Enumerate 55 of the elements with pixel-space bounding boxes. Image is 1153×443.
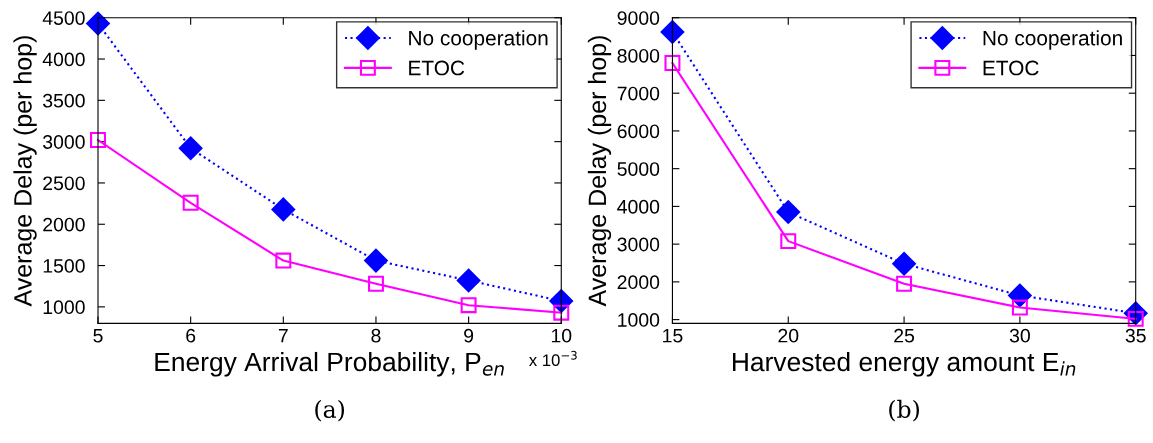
- point: [664, 55, 681, 71]
- y-tick-label: 7000: [617, 86, 660, 101]
- point: [178, 136, 203, 161]
- y-tick-label: 1000: [43, 300, 85, 315]
- y-tick-label: 6000: [617, 124, 660, 139]
- y-tick-label: 4000: [42, 52, 85, 67]
- x-tick-label: 10: [551, 328, 572, 343]
- x-tick-label: 30: [1009, 328, 1030, 343]
- point: [275, 252, 292, 269]
- point: [553, 304, 570, 321]
- x-tick-label: 15: [663, 328, 683, 343]
- y-tick-label: 4000: [617, 199, 660, 214]
- point: [776, 200, 801, 224]
- point: [892, 251, 916, 276]
- y-tick-label: 3500: [42, 93, 85, 108]
- y-axis-title: Average Delay (per hop): [13, 36, 37, 307]
- x-axis-title: Harvested energy amount E$_{in}$: [733, 351, 1076, 377]
- point: [456, 268, 481, 293]
- text: (a): [315, 399, 345, 422]
- text: (b): [889, 399, 919, 422]
- y-tick-label: 1500: [43, 259, 85, 273]
- y-tick-label: 8000: [617, 48, 660, 63]
- x-tick-label: 7: [278, 328, 288, 343]
- y-axis-title: Average Delay (per hop): [587, 36, 612, 307]
- y-tick-label: 2000: [617, 275, 660, 290]
- point: [182, 194, 199, 211]
- x-tick-label: 6: [186, 328, 196, 343]
- x-axis-title: Energy Arrival Probability, P$_{en}$: [155, 351, 504, 377]
- x-tick-label: 35: [1125, 328, 1146, 343]
- point: [364, 248, 388, 273]
- x-tick-label: 8: [371, 328, 381, 343]
- legend-label: No cooperation: [983, 30, 1122, 50]
- point: [367, 275, 384, 292]
- point: [1011, 299, 1028, 316]
- point: [90, 132, 106, 148]
- y-tick-label: 5000: [617, 162, 660, 176]
- y-tick-label: 3000: [617, 237, 660, 252]
- x-tick-label: 5: [93, 328, 103, 343]
- x-tick-label: 9: [464, 328, 474, 343]
- point: [271, 197, 296, 222]
- legend-label: ETOC: [409, 60, 465, 76]
- point: [896, 275, 913, 292]
- y-tick-label: 2500: [43, 176, 85, 191]
- y-tick-label: 9000: [617, 11, 660, 25]
- text: x 10$^{−3}$: [529, 350, 577, 367]
- y-tick-label: 3000: [42, 135, 85, 149]
- y-tick-label: 1000: [618, 313, 660, 327]
- x-tick-label: 25: [894, 328, 915, 343]
- point: [780, 233, 797, 250]
- point: [460, 297, 477, 314]
- legend-label: No cooperation: [409, 30, 548, 50]
- x-tick-label: 20: [778, 328, 799, 343]
- legend-label: ETOC: [983, 60, 1039, 76]
- y-tick-label: 2000: [43, 217, 85, 232]
- y-tick-label: 4500: [42, 11, 85, 25]
